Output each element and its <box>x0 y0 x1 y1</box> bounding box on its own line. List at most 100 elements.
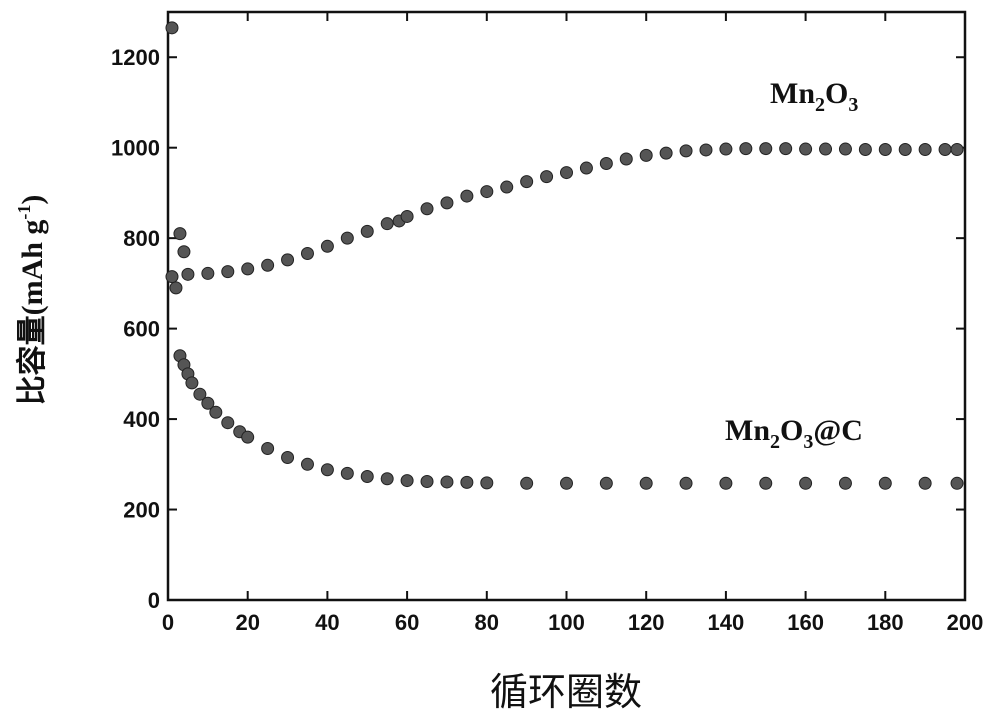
data-point <box>261 441 275 455</box>
data-point <box>679 476 693 490</box>
series-label-mn2o3-at-c: Mn2O3@C <box>725 414 863 453</box>
data-point <box>739 142 753 156</box>
data-point <box>165 270 179 284</box>
data-point <box>221 265 235 279</box>
data-points <box>165 21 964 490</box>
x-tick-label: 80 <box>475 610 499 635</box>
y-tick-label: 1200 <box>111 45 160 70</box>
data-point <box>169 281 183 295</box>
y-tick-label: 800 <box>123 226 160 251</box>
data-point <box>185 376 199 390</box>
data-point <box>440 196 454 210</box>
x-tick-label: 160 <box>787 610 824 635</box>
data-point <box>440 475 454 489</box>
data-point <box>281 451 295 465</box>
data-point <box>719 476 733 490</box>
data-point <box>599 476 613 490</box>
y-axis-title: 比容量(mAh g-1) <box>14 195 49 406</box>
data-point <box>679 144 693 158</box>
data-point <box>201 396 215 410</box>
data-point <box>560 476 573 490</box>
data-point <box>300 457 314 471</box>
x-tick-label: 140 <box>708 610 745 635</box>
data-point <box>380 472 394 486</box>
data-point <box>340 231 354 245</box>
data-point <box>177 245 191 259</box>
data-point <box>201 266 215 280</box>
data-point <box>480 476 494 490</box>
x-tick-label: 60 <box>395 610 419 635</box>
data-point <box>173 227 187 241</box>
data-point <box>878 476 892 490</box>
data-point <box>241 430 255 444</box>
data-point <box>918 143 932 157</box>
data-point <box>560 166 573 180</box>
series-mn2o3-at-c <box>165 270 964 490</box>
data-point <box>360 470 374 484</box>
data-point <box>898 143 912 157</box>
data-point <box>938 143 952 157</box>
data-point <box>838 476 852 490</box>
data-point <box>838 142 852 156</box>
data-point <box>480 185 494 199</box>
y-tick-label: 400 <box>123 407 160 432</box>
data-point <box>420 474 434 488</box>
data-point <box>221 416 235 430</box>
data-point <box>639 476 653 490</box>
x-tick-label: 180 <box>867 610 904 635</box>
data-point <box>380 217 394 231</box>
data-point <box>193 387 207 401</box>
data-point <box>779 142 793 156</box>
data-point <box>950 476 964 490</box>
y-tick-label: 200 <box>123 498 160 523</box>
data-point <box>759 476 773 490</box>
data-point <box>420 202 434 216</box>
data-point <box>579 161 593 175</box>
axis-ticks: 0 20 40 60 80 100 120 140 160 180 200 0 200 400 600 800… <box>111 12 983 635</box>
data-point <box>460 189 474 203</box>
data-point <box>300 247 314 261</box>
x-tick-label: 100 <box>548 610 585 635</box>
x-tick-label: 200 <box>947 610 984 635</box>
data-point <box>520 476 534 490</box>
y-tick-label: 1000 <box>111 136 160 161</box>
x-axis-title: 循环圈数 <box>490 670 642 714</box>
data-point <box>500 180 514 194</box>
data-point <box>950 143 964 157</box>
data-point <box>918 476 932 490</box>
series-mn2o3 <box>165 21 964 295</box>
data-point <box>719 142 733 156</box>
data-point <box>320 463 334 477</box>
data-point <box>659 146 673 160</box>
data-point <box>540 170 554 184</box>
data-point <box>209 405 223 419</box>
data-point <box>400 209 414 223</box>
data-point <box>320 239 334 253</box>
data-point <box>400 474 414 488</box>
x-tick-label: 120 <box>628 610 665 635</box>
data-point <box>599 157 613 171</box>
data-point <box>878 143 892 157</box>
x-tick-label: 20 <box>235 610 259 635</box>
y-tick-label: 0 <box>148 588 160 613</box>
data-point <box>241 262 255 276</box>
data-point <box>165 21 179 35</box>
data-point <box>460 475 474 489</box>
data-point <box>181 267 195 281</box>
data-point <box>759 142 773 156</box>
data-point <box>699 143 713 157</box>
data-point <box>360 224 374 238</box>
x-tick-label: 0 <box>162 610 174 635</box>
data-point <box>639 148 653 162</box>
data-point <box>858 143 872 157</box>
data-point <box>799 142 813 156</box>
data-point <box>520 175 534 189</box>
data-point <box>340 466 354 480</box>
data-point <box>281 253 295 267</box>
data-point <box>819 142 833 156</box>
data-point <box>261 258 275 272</box>
data-point <box>619 152 633 166</box>
y-tick-label: 600 <box>123 317 160 342</box>
x-tick-label: 40 <box>315 610 339 635</box>
